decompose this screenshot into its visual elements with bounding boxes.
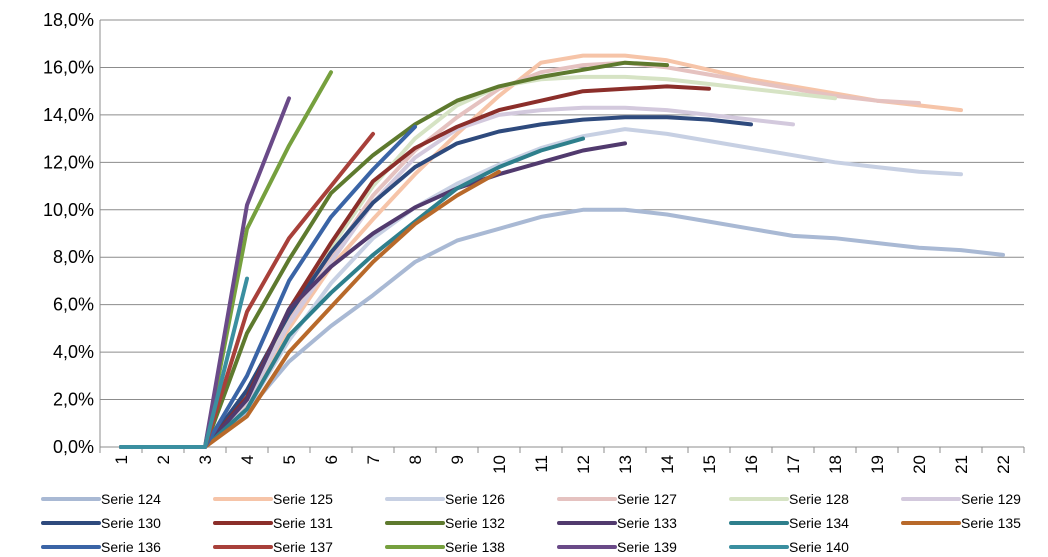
legend-item: Serie 127 bbox=[557, 491, 677, 507]
y-tick-label: 10,0% bbox=[43, 200, 94, 220]
series-line-serie-128 bbox=[119, 74, 837, 449]
x-tick-label: 18 bbox=[826, 455, 845, 474]
legend-label: Serie 132 bbox=[445, 515, 505, 531]
x-tick-label: 9 bbox=[448, 455, 467, 464]
y-tick-label: 16,0% bbox=[43, 57, 94, 77]
legend-label: Serie 137 bbox=[273, 539, 333, 555]
x-tick-label: 14 bbox=[658, 455, 677, 474]
legend: Serie 124 Serie 125 Serie 126 Serie 127 Seri… bbox=[41, 491, 1021, 555]
x-tick-label: 15 bbox=[700, 455, 719, 474]
legend-item: Serie 136 bbox=[41, 539, 161, 555]
legend-item: Serie 125 bbox=[213, 491, 333, 507]
legend-label: Serie 126 bbox=[445, 491, 505, 507]
series-line-serie-130 bbox=[119, 115, 753, 449]
legend-item: Serie 135 bbox=[901, 515, 1021, 531]
legend-label: Serie 130 bbox=[101, 515, 161, 531]
x-tick-label: 22 bbox=[994, 455, 1013, 474]
legend-label: Serie 127 bbox=[617, 491, 677, 507]
legend-item: Serie 124 bbox=[41, 491, 161, 507]
legend-item: Serie 133 bbox=[557, 515, 677, 531]
y-tick-label: 8,0% bbox=[53, 247, 94, 267]
legend-item: Serie 137 bbox=[213, 539, 333, 555]
legend-label: Serie 131 bbox=[273, 515, 333, 531]
legend-label: Serie 133 bbox=[617, 515, 677, 531]
x-tick-label: 20 bbox=[910, 455, 929, 474]
y-tick-label: 12,0% bbox=[43, 152, 94, 172]
series-line-serie-136 bbox=[119, 124, 417, 449]
x-tick-label: 16 bbox=[742, 455, 761, 474]
series-line-serie-139 bbox=[119, 96, 291, 449]
axes bbox=[99, 20, 1025, 453]
x-tick-label: 6 bbox=[322, 455, 341, 464]
x-tick-label: 17 bbox=[784, 455, 803, 474]
legend-item: Serie 129 bbox=[901, 491, 1021, 507]
legend-item: Serie 130 bbox=[41, 515, 161, 531]
x-axis-tick-labels: 1 2 3 4 5 6 7 8 9 10 11 12 13 14 15 16 17 18 19 20 21 22 bbox=[112, 455, 1013, 474]
legend-label: Serie 134 bbox=[789, 515, 849, 531]
legend-label: Serie 139 bbox=[617, 539, 677, 555]
y-tick-label: 2,0% bbox=[53, 390, 94, 410]
gridlines bbox=[100, 19, 1024, 401]
legend-item: Serie 134 bbox=[729, 515, 849, 531]
series-line-serie-140 bbox=[119, 276, 249, 449]
legend-label: Serie 124 bbox=[101, 491, 161, 507]
legend-label: Serie 135 bbox=[961, 515, 1021, 531]
legend-label: Serie 128 bbox=[789, 491, 849, 507]
x-tick-label: 11 bbox=[532, 455, 551, 473]
x-tick-label: 10 bbox=[490, 455, 509, 474]
x-tick-label: 2 bbox=[154, 455, 173, 464]
legend-item: Serie 132 bbox=[385, 515, 505, 531]
x-tick-label: 1 bbox=[112, 455, 131, 464]
y-tick-label: 4,0% bbox=[53, 342, 94, 362]
legend-item: Serie 128 bbox=[729, 491, 849, 507]
y-tick-label: 14,0% bbox=[43, 105, 94, 125]
x-tick-label: 13 bbox=[616, 455, 635, 474]
legend-label: Serie 138 bbox=[445, 539, 505, 555]
x-tick-label: 19 bbox=[868, 455, 887, 474]
legend-item: Serie 139 bbox=[557, 539, 677, 555]
legend-item: Serie 138 bbox=[385, 539, 505, 555]
legend-label: Serie 129 bbox=[961, 491, 1021, 507]
x-tick-label: 12 bbox=[574, 455, 593, 474]
x-tick-label: 5 bbox=[280, 455, 299, 464]
legend-item: Serie 140 bbox=[729, 539, 849, 555]
series-line-serie-134 bbox=[119, 136, 585, 449]
x-tick-label: 7 bbox=[364, 455, 383, 464]
y-tick-label: 0,0% bbox=[53, 437, 94, 457]
x-tick-label: 3 bbox=[196, 455, 215, 464]
y-axis-tick-labels: 0,0% 2,0% 4,0% 6,0% 8,0% 10,0% 12,0% 14,0% 16,0%… bbox=[43, 10, 94, 457]
x-tick-label: 8 bbox=[406, 455, 425, 464]
legend-label: Serie 125 bbox=[273, 491, 333, 507]
series-line-serie-124 bbox=[119, 207, 1005, 449]
legend-item: Serie 126 bbox=[385, 491, 505, 507]
series-lines bbox=[119, 53, 1005, 449]
legend-label: Serie 140 bbox=[789, 539, 849, 555]
legend-item: Serie 131 bbox=[213, 515, 333, 531]
legend-label: Serie 136 bbox=[101, 539, 161, 555]
x-tick-label: 21 bbox=[952, 455, 971, 474]
y-tick-label: 18,0% bbox=[43, 10, 94, 30]
y-tick-label: 6,0% bbox=[53, 295, 94, 315]
x-tick-label: 4 bbox=[238, 455, 257, 464]
